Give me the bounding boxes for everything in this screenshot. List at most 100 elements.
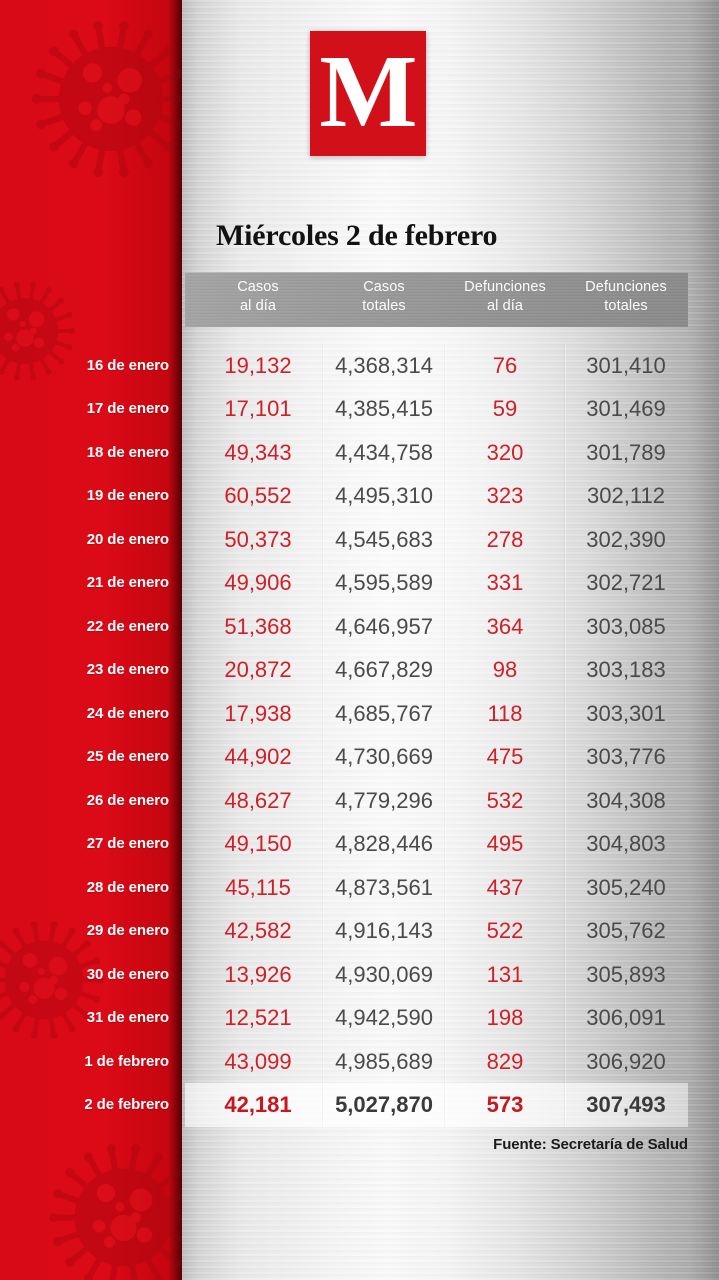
logo-letter: M bbox=[319, 33, 417, 149]
table-row: 60,552 4,495,310 323 302,112 bbox=[185, 474, 688, 518]
cell-cases-day: 42,181 bbox=[224, 1092, 292, 1117]
virus-icon-middle bbox=[0, 272, 84, 390]
column-separator bbox=[565, 561, 566, 605]
column-separator bbox=[323, 865, 324, 909]
cell-deaths-day: 331 bbox=[486, 570, 524, 595]
table-row: 50,373 4,545,683 278 302,390 bbox=[185, 517, 688, 561]
column-separator bbox=[565, 1083, 566, 1127]
cell-cases-total: 4,595,589 bbox=[335, 570, 433, 595]
column-header-cases-total: Casos totales bbox=[323, 278, 445, 316]
column-separator bbox=[323, 343, 324, 387]
column-separator bbox=[565, 343, 566, 387]
row-date-label: 16 de enero bbox=[86, 356, 169, 374]
column-separator bbox=[445, 691, 446, 735]
table-row: 13,926 4,930,069 131 305,893 bbox=[185, 952, 688, 996]
cell-cases-day: 20,872 bbox=[224, 657, 292, 682]
cell-deaths-total: 302,112 bbox=[587, 483, 665, 508]
cell-cases-day: 12,521 bbox=[224, 1005, 292, 1030]
column-separator bbox=[445, 1039, 446, 1083]
cell-deaths-day: 475 bbox=[486, 744, 524, 769]
cell-deaths-total: 306,091 bbox=[586, 1005, 666, 1030]
cell-cases-total: 4,930,069 bbox=[335, 961, 433, 987]
column-header-line1: Defunciones bbox=[464, 279, 546, 295]
column-separator bbox=[445, 604, 446, 648]
cell-deaths-total: 301,789 bbox=[586, 439, 666, 465]
column-separator bbox=[445, 822, 446, 866]
cell-deaths-day: 320 bbox=[486, 439, 524, 465]
cell-deaths-total: 306,920 bbox=[586, 1048, 666, 1074]
column-header-cases-day: Casos al día bbox=[193, 278, 323, 316]
table-row: 42,181 5,027,870 573 307,493 bbox=[185, 1083, 688, 1127]
row-date-label: 21 de enero bbox=[86, 574, 169, 591]
cell-cases-day: 48,627 bbox=[224, 787, 292, 813]
column-separator bbox=[565, 604, 566, 648]
column-separator bbox=[445, 648, 446, 692]
column-header-line1: Casos bbox=[363, 279, 405, 295]
column-header-line2: al día bbox=[239, 298, 277, 314]
cell-deaths-total: 304,803 bbox=[586, 831, 666, 856]
column-separator bbox=[323, 735, 324, 779]
column-header-line1: Defunciones bbox=[585, 279, 667, 295]
column-header-deaths-total: Defunciones totales bbox=[565, 278, 687, 316]
row-date-label: 28 de enero bbox=[86, 878, 169, 896]
table-header-band: Casos al día Casos totales Defunciones a… bbox=[185, 272, 688, 327]
column-separator bbox=[323, 1039, 324, 1083]
table-row: 45,115 4,873,561 437 305,240 bbox=[185, 865, 688, 909]
cell-cases-day: 45,115 bbox=[225, 874, 291, 900]
column-separator bbox=[565, 387, 566, 431]
metal-background-panel bbox=[180, 0, 719, 1280]
cell-cases-total: 5,027,870 bbox=[335, 1092, 433, 1117]
column-header-line2: totales bbox=[604, 298, 648, 314]
cell-cases-day: 42,582 bbox=[224, 918, 292, 943]
column-separator bbox=[565, 517, 566, 561]
column-separator bbox=[445, 778, 446, 822]
column-separator bbox=[565, 822, 566, 866]
row-date-label: 26 de enero bbox=[86, 791, 169, 809]
cell-cases-total: 4,916,143 bbox=[335, 918, 433, 943]
cell-cases-day: 19,132 bbox=[224, 352, 292, 378]
cell-cases-total: 4,495,310 bbox=[335, 483, 433, 508]
column-separator bbox=[323, 996, 324, 1040]
table-row: 48,627 4,779,296 532 304,308 bbox=[185, 778, 688, 822]
table-row: 49,150 4,828,446 495 304,803 bbox=[185, 822, 688, 866]
cell-deaths-day: 364 bbox=[486, 613, 524, 639]
column-separator bbox=[323, 387, 324, 431]
cell-cases-total: 4,667,829 bbox=[335, 657, 433, 682]
column-separator bbox=[445, 474, 446, 518]
column-separator bbox=[323, 822, 324, 866]
cell-cases-day: 51,368 bbox=[224, 613, 292, 639]
virus-icon-bottom bbox=[36, 1130, 182, 1280]
cell-deaths-day: 131 bbox=[486, 961, 524, 987]
cell-deaths-total: 301,469 bbox=[586, 396, 666, 421]
cell-deaths-day: 278 bbox=[486, 526, 524, 552]
cell-deaths-total: 303,301 bbox=[586, 700, 666, 726]
row-date-label: 2 de febrero bbox=[84, 1096, 169, 1113]
column-separator bbox=[565, 778, 566, 822]
column-separator bbox=[565, 865, 566, 909]
column-separator bbox=[445, 517, 446, 561]
column-separator bbox=[445, 996, 446, 1040]
cell-deaths-day: 829 bbox=[486, 1048, 524, 1074]
column-separator bbox=[565, 430, 566, 474]
cell-cases-total: 4,646,957 bbox=[335, 613, 433, 639]
table-row: 43,099 4,985,689 829 306,920 bbox=[185, 1039, 688, 1083]
cell-cases-day: 17,938 bbox=[224, 700, 292, 726]
column-separator bbox=[323, 691, 324, 735]
cell-deaths-total: 302,390 bbox=[586, 526, 666, 552]
table-row: 17,938 4,685,767 118 303,301 bbox=[185, 691, 688, 735]
virus-icon-lower bbox=[0, 910, 114, 1050]
cell-deaths-total: 307,493 bbox=[586, 1092, 666, 1117]
cell-cases-day: 43,099 bbox=[224, 1048, 292, 1074]
table-row: 49,343 4,434,758 320 301,789 bbox=[185, 430, 688, 474]
column-separator bbox=[445, 735, 446, 779]
cell-deaths-day: 522 bbox=[486, 918, 524, 943]
row-date-label: 25 de enero bbox=[86, 748, 169, 765]
column-separator bbox=[445, 952, 446, 996]
cell-deaths-day: 76 bbox=[492, 352, 518, 378]
cell-deaths-day: 118 bbox=[487, 700, 523, 726]
cell-cases-day: 44,902 bbox=[224, 744, 292, 769]
cell-cases-total: 4,368,314 bbox=[335, 352, 433, 378]
table-row: 17,101 4,385,415 59 301,469 bbox=[185, 387, 688, 431]
cell-deaths-total: 301,410 bbox=[586, 352, 666, 378]
